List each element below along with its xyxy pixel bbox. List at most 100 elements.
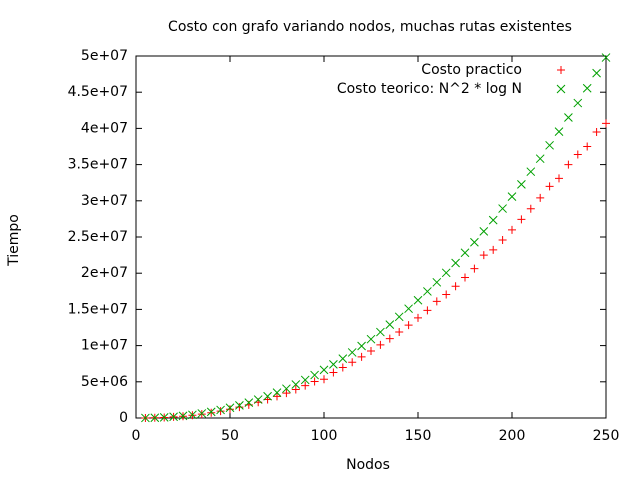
data-point (301, 381, 310, 390)
data-point (414, 313, 422, 322)
data-point (564, 160, 573, 169)
data-point (347, 348, 357, 357)
data-point (498, 204, 507, 213)
data-point (244, 398, 254, 407)
data-point (517, 215, 526, 224)
y-tick-label: 4.5e+07 (68, 84, 128, 100)
data-point (479, 227, 489, 236)
data-point (169, 412, 178, 422)
data-point (554, 127, 564, 136)
y-tick-label: 4e+07 (81, 120, 128, 136)
data-point (602, 119, 610, 128)
data-point (253, 395, 263, 404)
data-point (310, 377, 319, 386)
data-point (291, 380, 301, 389)
x-axis-label: Nodos (346, 457, 390, 473)
legend-label: Costo teorico: N^2 * log N (337, 81, 522, 97)
data-point (385, 320, 395, 329)
data-point (376, 327, 385, 337)
y-tick-label: 2.5e+07 (68, 229, 128, 245)
legend-marker (556, 84, 566, 94)
y-tick-label: 5e+06 (81, 374, 128, 390)
data-point (526, 167, 536, 177)
data-point (423, 306, 432, 315)
data-point (272, 388, 282, 397)
y-tick-label: 2e+07 (81, 265, 128, 281)
data-point (357, 341, 366, 351)
x-tick-label: 150 (405, 428, 432, 444)
data-point (367, 347, 375, 356)
data-point (207, 408, 216, 417)
y-tick-label: 1.5e+07 (68, 301, 128, 317)
data-point (592, 68, 601, 78)
y-axis-label: Tiempo (6, 214, 22, 267)
plot-frame (135, 55, 607, 419)
data-point (488, 215, 498, 225)
x-tick-label: 0 (132, 428, 141, 444)
data-point (573, 98, 583, 108)
data-point (235, 403, 244, 412)
data-point (216, 407, 225, 416)
data-point (320, 375, 328, 384)
y-tick-label: 1e+07 (81, 338, 128, 354)
data-point (508, 225, 516, 234)
data-point (376, 340, 385, 349)
x-tick-label: 200 (499, 428, 526, 444)
data-point (348, 358, 357, 367)
data-point (310, 370, 319, 380)
data-point (592, 128, 601, 137)
data-point (404, 321, 413, 330)
data-point (517, 179, 526, 189)
data-point (150, 413, 160, 423)
data-point (329, 368, 338, 377)
data-point (338, 363, 347, 372)
data-point (461, 273, 469, 282)
data-point (159, 413, 169, 422)
x-tick-label: 250 (593, 428, 620, 444)
data-point (282, 389, 291, 398)
data-point (489, 245, 498, 254)
data-point (197, 409, 207, 418)
data-point (582, 83, 592, 93)
data-point (526, 204, 535, 213)
data-point (319, 365, 329, 375)
data-point (366, 334, 376, 344)
data-point (395, 327, 404, 336)
data-point (564, 113, 573, 122)
data-point (291, 385, 300, 394)
data-point (460, 248, 470, 258)
data-point (545, 182, 554, 191)
data-point (573, 150, 582, 159)
data-point (536, 193, 545, 202)
data-point (282, 384, 291, 394)
data-point (413, 295, 423, 305)
y-tick-label: 3e+07 (81, 193, 128, 209)
data-point (300, 375, 310, 385)
data-point (470, 237, 479, 247)
y-tick-label: 0 (119, 410, 128, 426)
chart-title: Costo con grafo variando nodos, muchas r… (168, 19, 572, 35)
data-point (178, 411, 188, 421)
data-point (216, 405, 225, 415)
data-point (273, 392, 281, 401)
data-point (507, 192, 517, 201)
data-point (423, 287, 432, 296)
data-point (394, 312, 404, 322)
data-point (404, 304, 413, 314)
x-tick-label: 100 (311, 428, 338, 444)
data-point (235, 400, 244, 410)
data-point (451, 258, 460, 268)
data-point (601, 53, 611, 62)
y-tick-label: 5e+07 (81, 48, 128, 64)
data-point (188, 410, 197, 420)
data-point (141, 413, 150, 423)
data-point (498, 235, 507, 244)
data-point (357, 352, 366, 361)
data-point (432, 277, 442, 287)
data-point (263, 391, 272, 401)
data-point (385, 334, 394, 343)
data-point (555, 174, 563, 183)
data-point (451, 282, 460, 291)
legend-marker (557, 66, 565, 74)
